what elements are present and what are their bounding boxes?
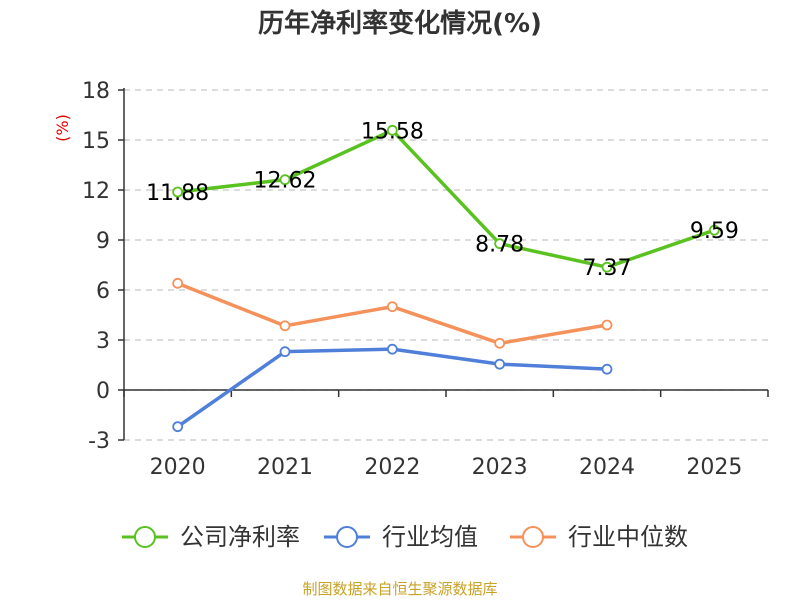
legend-label: 公司净利率	[180, 523, 300, 551]
series-line	[176, 347, 608, 429]
data-point	[494, 337, 506, 349]
legend-label: 行业均值	[382, 523, 478, 551]
data-point	[386, 343, 398, 355]
data-point	[494, 238, 506, 250]
data-label: 9.59	[690, 219, 739, 244]
y-tick-label: 0	[96, 379, 110, 404]
series-line	[177, 128, 715, 269]
data-point	[601, 363, 613, 375]
data-point	[708, 224, 720, 236]
series-lines	[172, 124, 720, 433]
data-point	[279, 346, 291, 358]
x-tick-label: 2020	[150, 455, 206, 480]
x-tick-label: 2025	[686, 455, 742, 480]
y-tick-label: 15	[82, 129, 110, 154]
data-point	[172, 277, 184, 289]
series-line	[177, 281, 608, 346]
x-tick-label: 2021	[257, 455, 313, 480]
data-point	[172, 186, 184, 198]
data-point	[279, 320, 291, 332]
data-label: 11.88	[146, 181, 209, 206]
legend: 公司净利率 行业均值 行业中位数	[122, 523, 688, 551]
x-tick-label: 2024	[579, 455, 635, 480]
y-tick-label: 18	[82, 79, 110, 104]
y-tick-label: -3	[88, 429, 110, 454]
legend-marker	[134, 526, 156, 548]
data-label: 7.37	[583, 256, 632, 281]
legend-label: 行业中位数	[568, 523, 688, 551]
x-tick-label: 2022	[364, 455, 420, 480]
legend-marker	[522, 526, 544, 548]
data-point	[494, 358, 506, 370]
data-label: 15.58	[361, 119, 424, 144]
data-label: 12.62	[254, 169, 317, 194]
grid-lines	[124, 89, 768, 441]
data-point	[279, 174, 291, 186]
data-point	[386, 124, 398, 136]
data-point	[601, 319, 613, 331]
y-tick-label: 9	[96, 229, 110, 254]
chart-title: 历年净利率变化情况(%)	[258, 8, 542, 39]
y-tick-label: 3	[96, 329, 110, 354]
y-tick-label: 12	[82, 179, 110, 204]
x-tick-labels: 2020 2021 2022 2023 2024 2025	[150, 455, 743, 480]
data-labels: 11.88 12.62 15.58 8.78 7.37 9.59	[146, 119, 739, 281]
legend-marker	[336, 526, 358, 548]
x-tick-label: 2023	[472, 455, 528, 480]
y-axis-unit: (%)	[53, 114, 72, 142]
data-point	[601, 261, 613, 273]
y-tick-labels: 18 15 12 9 6 3 0 -3	[82, 79, 110, 454]
data-point	[172, 421, 184, 433]
axes	[118, 88, 769, 441]
y-tick-label: 6	[96, 279, 110, 304]
source-note: 制图数据来自恒生聚源数据库	[302, 580, 497, 598]
data-label: 8.78	[475, 233, 524, 258]
data-point	[386, 301, 398, 313]
